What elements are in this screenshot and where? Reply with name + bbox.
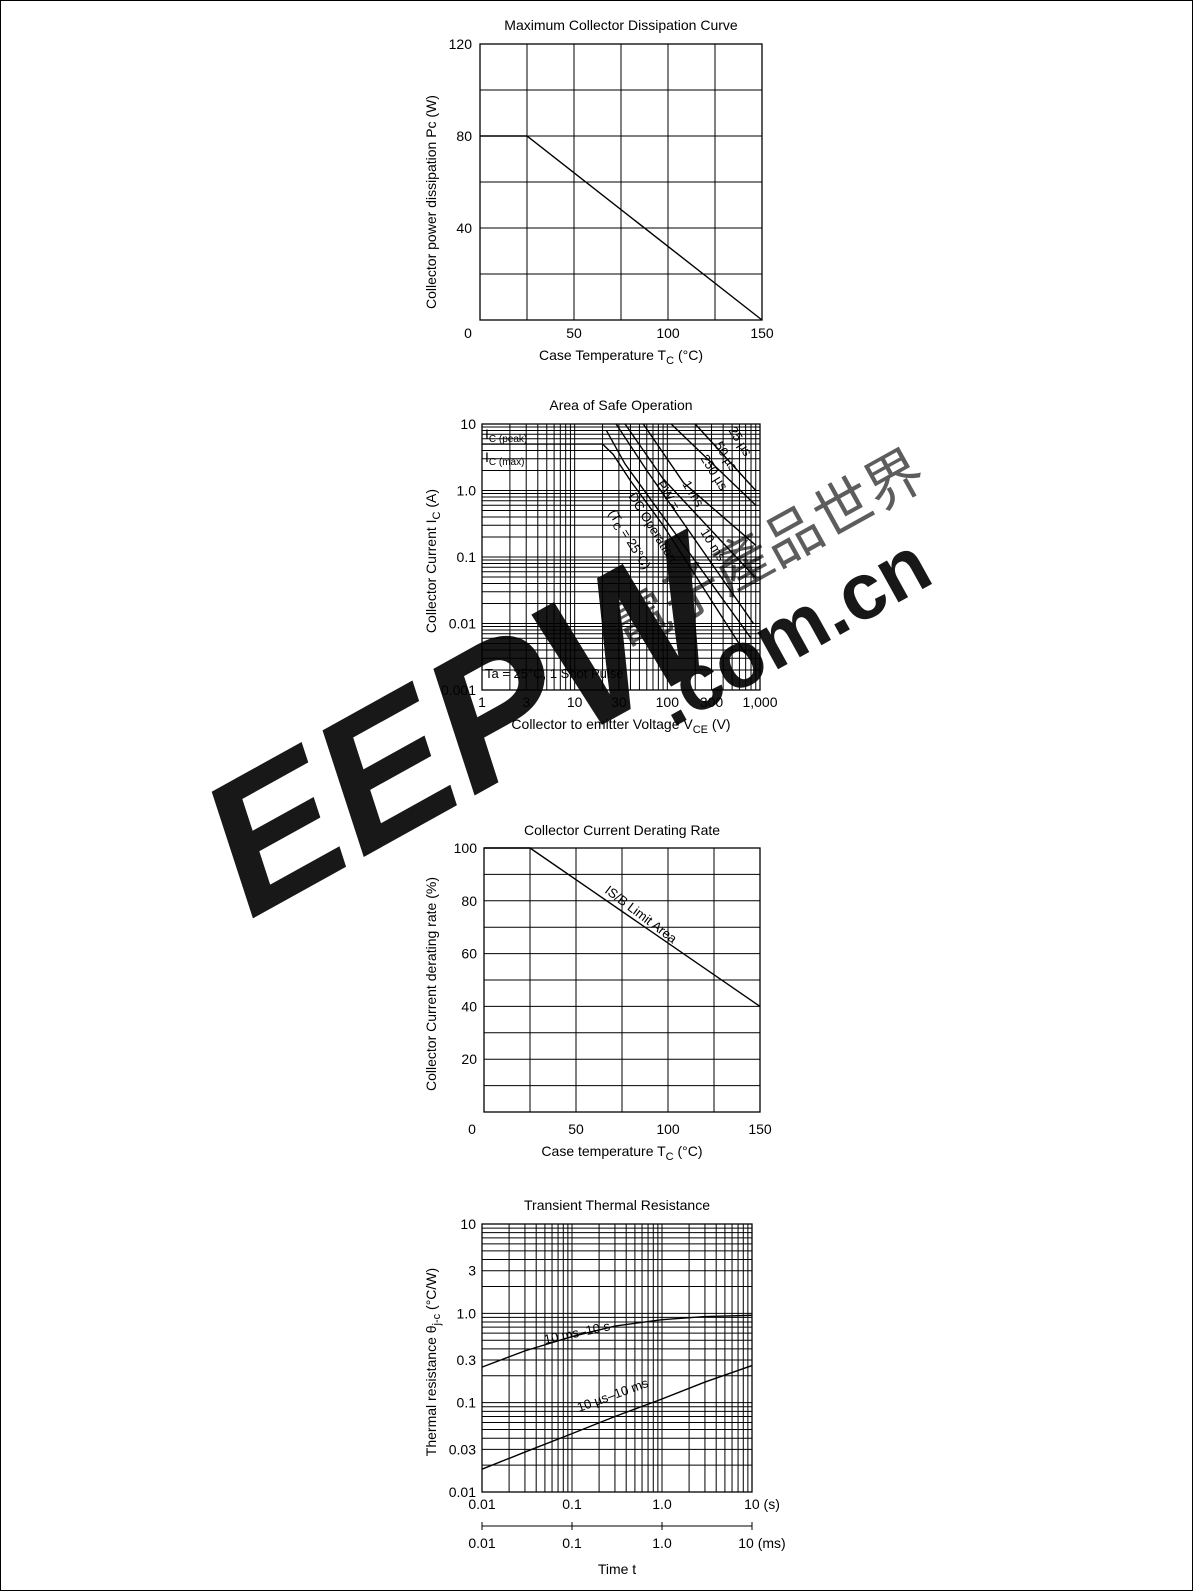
y-axis-label: Thermal resistance θj-c (°C/W) bbox=[423, 1268, 443, 1456]
y-axis-label: Collector power dissipation Pc (W) bbox=[423, 95, 439, 309]
y-tick-label: 10 bbox=[460, 1216, 476, 1232]
chart-title: Collector Current Derating Rate bbox=[524, 822, 720, 838]
x-tick-label: 10 bbox=[567, 694, 583, 710]
series-line bbox=[481, 1364, 753, 1470]
annotation-conditions: Ta = 25°C, 1 Shot Pulse bbox=[485, 666, 624, 681]
series-line bbox=[480, 135, 763, 321]
y-tick-label: 60 bbox=[461, 946, 477, 962]
series-line bbox=[481, 1314, 753, 1368]
annotation-ic-max: IC (max) bbox=[485, 449, 524, 468]
x-tick-label: 100 bbox=[656, 325, 680, 341]
x2-tick-label: 0.01 bbox=[468, 1535, 495, 1551]
x-tick-label: 0 bbox=[468, 1121, 476, 1137]
chart-thermal: Transient Thermal Resistance 0.01 0.1 1.0 10… bbox=[423, 1197, 786, 1577]
series-line bbox=[615, 423, 755, 624]
series-line bbox=[624, 423, 756, 578]
series-line bbox=[694, 423, 757, 491]
chart-title: Area of Safe Operation bbox=[549, 397, 692, 413]
x-tick-label: 50 bbox=[566, 325, 582, 341]
plot-frame bbox=[483, 847, 761, 1113]
x-tick-label: 300 bbox=[700, 694, 724, 710]
x-axis-label: Case Temperature TC (°C) bbox=[539, 347, 703, 367]
series-line bbox=[670, 423, 757, 506]
y-tick-label: 20 bbox=[461, 1051, 477, 1067]
series-line bbox=[482, 443, 747, 655]
x-tick-label: 10 (s) bbox=[744, 1496, 780, 1512]
series-label: 10 µs–10 ms bbox=[575, 1375, 651, 1415]
y-tick-label: 40 bbox=[456, 220, 472, 236]
y-tick-label: 80 bbox=[461, 893, 477, 909]
y-tick-label: 100 bbox=[454, 840, 478, 856]
x-tick-label: 150 bbox=[748, 1121, 772, 1137]
y-tick-label: 1.0 bbox=[457, 483, 477, 499]
x-tick-label: 0.01 bbox=[468, 1496, 495, 1512]
x-tick-label: 1.0 bbox=[652, 1496, 672, 1512]
y-tick-label: 0.1 bbox=[457, 1395, 477, 1411]
series-line bbox=[642, 423, 757, 546]
y-tick-label: 10 bbox=[460, 416, 476, 432]
x-tick-label: 1 bbox=[478, 694, 486, 710]
y-axis-label: Collector Current derating rate (%) bbox=[423, 877, 439, 1091]
annotation-ic-peak: IC (peak) bbox=[485, 426, 527, 445]
x-tick-label: 50 bbox=[568, 1121, 584, 1137]
chart-title: Maximum Collector Dissipation Curve bbox=[504, 17, 738, 33]
x-tick-label: 150 bbox=[750, 325, 774, 341]
y-tick-label: 120 bbox=[449, 36, 473, 52]
x-tick-label: 100 bbox=[656, 1121, 680, 1137]
y-tick-label: 0.01 bbox=[449, 1484, 476, 1500]
series-line bbox=[605, 430, 752, 639]
y-tick-label: 3 bbox=[468, 1263, 476, 1279]
series-line bbox=[484, 847, 761, 1007]
series-label: 10 ms–10 s bbox=[543, 1318, 612, 1347]
plot-frame bbox=[481, 423, 761, 691]
chart-derating: Collector Current Derating Rate 0 50 100 150… bbox=[423, 822, 772, 1163]
x-axis-label: Case temperature TC (°C) bbox=[541, 1143, 702, 1163]
x-tick-label: 100 bbox=[656, 694, 680, 710]
plot-frame bbox=[479, 43, 763, 321]
x2-tick-label: 1.0 bbox=[652, 1535, 672, 1551]
x-tick-label: 1,000 bbox=[742, 694, 777, 710]
y-tick-label: 0.01 bbox=[449, 616, 476, 632]
y-tick-label: 80 bbox=[456, 128, 472, 144]
y-tick-label: 0.03 bbox=[449, 1441, 476, 1457]
y-tick-label: 0.001 bbox=[441, 682, 476, 698]
x-tick-label: 30 bbox=[611, 694, 627, 710]
x-tick-label: 3 bbox=[522, 694, 530, 710]
x2-tick-label: 10 (ms) bbox=[738, 1535, 785, 1551]
chart-title: Transient Thermal Resistance bbox=[524, 1197, 710, 1213]
x-axis-label: Collector to emitter Voltage VCE (V) bbox=[511, 716, 730, 736]
y-tick-label: 0.3 bbox=[457, 1352, 477, 1368]
x2-tick-label: 0.1 bbox=[562, 1535, 582, 1551]
x-tick-label: 0 bbox=[464, 325, 472, 341]
x-tick-label: 0.1 bbox=[562, 1496, 582, 1512]
chart-dissipation: Maximum Collector Dissipation Curve 0 50 10… bbox=[423, 17, 774, 367]
y-axis-label: Collector Current IC (A) bbox=[423, 489, 443, 633]
y-tick-label: 0.1 bbox=[457, 549, 477, 565]
x-axis-label: Time t bbox=[598, 1561, 636, 1577]
plot-frame bbox=[481, 1223, 753, 1493]
y-tick-label: 1.0 bbox=[457, 1305, 477, 1321]
annotation-isb: IS/B Limit Area bbox=[602, 882, 680, 946]
y-tick-label: 40 bbox=[461, 998, 477, 1014]
